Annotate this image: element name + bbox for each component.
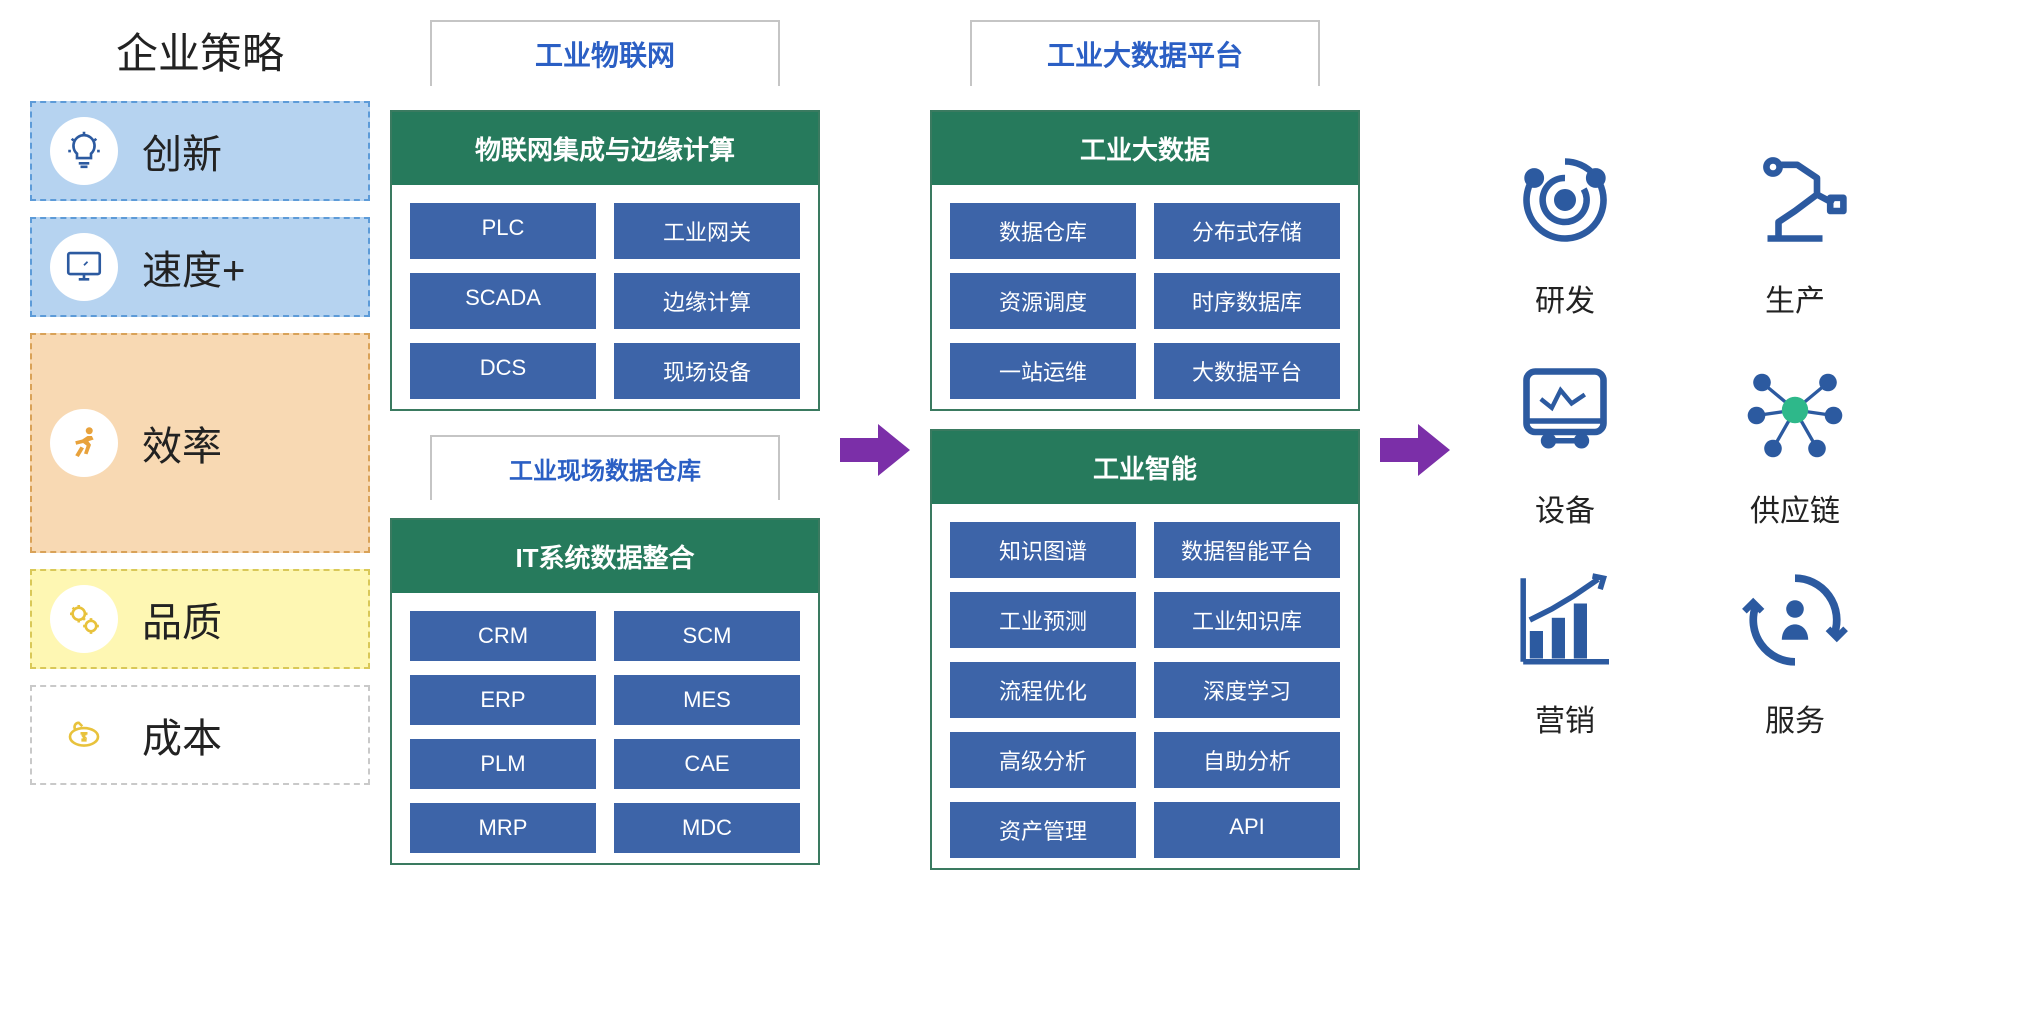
outcome-network: 供应链 [1700,350,1890,530]
strategy-label: 品质 [142,590,222,648]
money-icon: $ [50,701,118,769]
strategy-item-0: 创新 [30,101,370,201]
lightbulb-icon [50,117,118,185]
iot-column: 工业物联网 物联网集成与边缘计算 PLC 工业网关 SCADA 边缘计算 DCS 现场设备… [390,20,820,865]
runner-icon [50,409,118,477]
chip: 大数据平台 [1154,343,1340,399]
chip: 分布式存储 [1154,203,1340,259]
iot-block-2-title: IT系统数据整合 [392,520,818,593]
arrow-right-icon [840,420,910,480]
chip: 现场设备 [614,343,800,399]
network-icon [1735,350,1855,470]
chip: 一站运维 [950,343,1136,399]
iot-block-1-title: 物联网集成与边缘计算 [392,112,818,185]
outcome-cycle: 服务 [1700,560,1890,740]
gears-icon [50,585,118,653]
strategy-label: 成本 [142,706,222,764]
outcome-label: 研发 [1535,276,1595,320]
outcome-swirl: 研发 [1470,140,1660,320]
chip: 时序数据库 [1154,273,1340,329]
chip: DCS [410,343,596,399]
bigdata-block-1-title: 工业大数据 [932,112,1358,185]
chip: PLC [410,203,596,259]
outcome-label: 生产 [1765,276,1825,320]
outcome-label: 设备 [1535,486,1595,530]
strategy-label: 创新 [142,122,222,180]
monitor-icon [50,233,118,301]
chip: 知识图谱 [950,522,1136,578]
bigdata-header: 工业大数据平台 [970,20,1320,86]
chip: MES [614,675,800,725]
chip: 数据仓库 [950,203,1136,259]
outcome-label: 服务 [1765,696,1825,740]
chip: 自助分析 [1154,732,1340,788]
strategy-item-3: 品质 [30,569,370,669]
strategy-title: 企业策略 [30,20,370,81]
arrow-right-icon [1380,420,1450,480]
chip: CRM [410,611,596,661]
bigdata-column: 工业大数据平台 工业大数据 数据仓库分布式存储资源调度时序数据库一站运维大数据平… [930,20,1360,870]
arrow-1 [840,20,910,480]
device-icon [1505,350,1625,470]
chip: SCADA [410,273,596,329]
strategy-item-1: 速度+ [30,217,370,317]
chip: 工业预测 [950,592,1136,648]
arrow-2 [1380,20,1450,480]
iot-block-2: IT系统数据整合 CRM SCM ERP MES PLM CAE MRP MDC [390,518,820,865]
outcome-robot: 生产 [1700,140,1890,320]
iot-block-1: 物联网集成与边缘计算 PLC 工业网关 SCADA 边缘计算 DCS 现场设备 [390,110,820,411]
chip: ERP [410,675,596,725]
iot-header: 工业物联网 [430,20,780,86]
cycle-icon [1735,560,1855,680]
strategy-label: 效率 [142,414,222,472]
chip: 数据智能平台 [1154,522,1340,578]
outcome-label: 供应链 [1750,486,1840,530]
chip: 资产管理 [950,802,1136,858]
bigdata-block-1: 工业大数据 数据仓库分布式存储资源调度时序数据库一站运维大数据平台 [930,110,1360,411]
robot-icon [1735,140,1855,260]
outcomes-column: 研发 生产 设备 供应链 营销 服务 [1470,20,1890,740]
chart-icon [1505,560,1625,680]
chip: 工业网关 [614,203,800,259]
chip: 高级分析 [950,732,1136,788]
chip: 深度学习 [1154,662,1340,718]
chip: 资源调度 [950,273,1136,329]
chip: SCM [614,611,800,661]
chip: 流程优化 [950,662,1136,718]
chip: MRP [410,803,596,853]
chip: 工业知识库 [1154,592,1340,648]
strategy-item-2: 效率 [30,333,370,553]
strategy-item-4: $ 成本 [30,685,370,785]
strategy-column: 企业策略 创新 速度+ 效率 品质 $ 成本 [30,20,370,801]
swirl-icon [1505,140,1625,260]
chip: PLM [410,739,596,789]
strategy-label: 速度+ [142,238,245,296]
chip: MDC [614,803,800,853]
outcome-chart: 营销 [1470,560,1660,740]
outcome-device: 设备 [1470,350,1660,530]
chip: API [1154,802,1340,858]
warehouse-header: 工业现场数据仓库 [430,435,780,500]
bigdata-block-2-title: 工业智能 [932,431,1358,504]
outcome-label: 营销 [1535,696,1595,740]
svg-text:$: $ [81,731,87,743]
chip: CAE [614,739,800,789]
chip: 边缘计算 [614,273,800,329]
bigdata-block-2: 工业智能 知识图谱数据智能平台工业预测工业知识库流程优化深度学习高级分析自助分析… [930,429,1360,870]
